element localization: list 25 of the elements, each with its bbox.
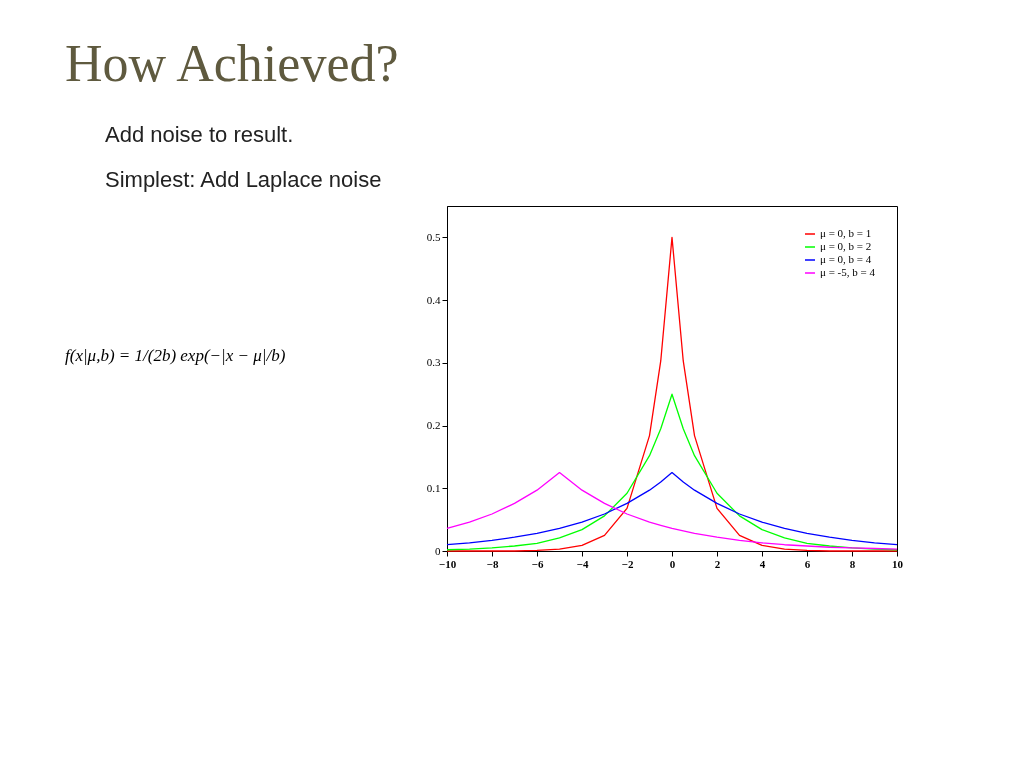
x-tick-label: 4 — [759, 557, 766, 570]
y-tick-label: 0.3 — [426, 356, 441, 369]
y-tick-label: 0.1 — [426, 481, 441, 494]
y-tick-label: 0 — [435, 544, 441, 557]
legend-label: μ = 0, b = 2 — [820, 240, 872, 252]
x-tick-label: 10 — [892, 557, 904, 570]
x-tick-label: −8 — [486, 557, 499, 570]
x-tick-label: 2 — [714, 557, 721, 570]
x-tick-label: 6 — [804, 557, 811, 570]
x-tick-label: −10 — [438, 557, 457, 570]
x-tick-label: −2 — [621, 557, 634, 570]
y-tick-label: 0.5 — [426, 230, 441, 243]
text: Simplest: Add Laplace noise — [105, 167, 382, 192]
y-tick-label: 0.4 — [426, 293, 441, 306]
x-tick-label: −6 — [531, 557, 544, 570]
text: f(x|μ,b) = 1/(2b) exp(−|x − μ|/b) — [65, 346, 286, 365]
y-tick-label: 0.2 — [426, 419, 441, 432]
text: Add noise to result. — [105, 122, 294, 147]
x-tick-label: 0 — [669, 557, 676, 570]
x-tick-label: 8 — [849, 557, 856, 570]
x-tick-label: −4 — [576, 557, 589, 570]
legend-label: μ = 0, b = 1 — [820, 227, 872, 239]
legend-label: μ = -5, b = 4 — [820, 266, 876, 278]
chart-title: How Achieved? — [65, 35, 399, 92]
legend-label: μ = 0, b = 4 — [820, 253, 872, 265]
